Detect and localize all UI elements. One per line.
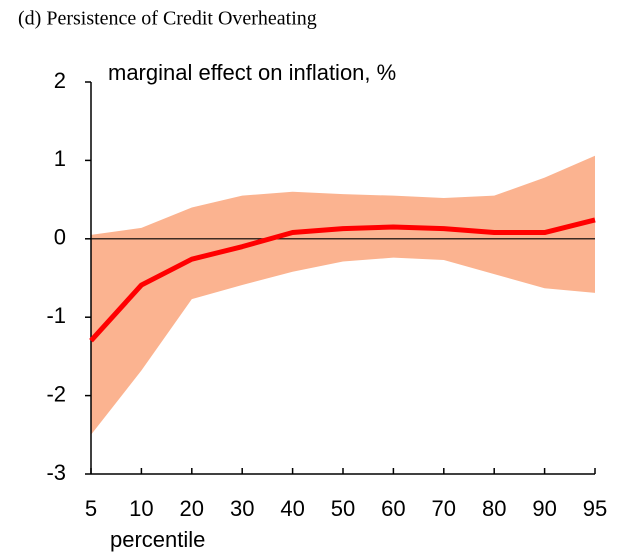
x-tick-label: 50 (331, 496, 355, 521)
x-axis-label: percentile (110, 527, 205, 552)
chart-title: (d) Persistence of Credit Overheating (18, 8, 317, 30)
x-tick-label: 5 (85, 496, 97, 521)
x-tick-label: 10 (129, 496, 153, 521)
x-tick-label: 20 (180, 496, 204, 521)
y-tick-label: 2 (54, 68, 66, 93)
confidence-band (91, 155, 595, 435)
y-tick-label: -3 (46, 460, 66, 485)
x-tick-label: 95 (583, 496, 607, 521)
y-tick-label: 0 (54, 225, 66, 250)
x-tick-label: 80 (482, 496, 506, 521)
x-tick-label: 30 (230, 496, 254, 521)
x-tick-label: 40 (280, 496, 304, 521)
y-tick-label: -2 (46, 381, 66, 406)
x-tick-label: 90 (532, 496, 556, 521)
y-axis-label: marginal effect on inflation, % (108, 60, 396, 85)
y-tick-label: -1 (46, 303, 66, 328)
x-tick-label: 60 (381, 496, 405, 521)
line (89, 217, 596, 343)
y-tick-label: 1 (54, 146, 66, 171)
x-tick-label: 70 (432, 496, 456, 521)
